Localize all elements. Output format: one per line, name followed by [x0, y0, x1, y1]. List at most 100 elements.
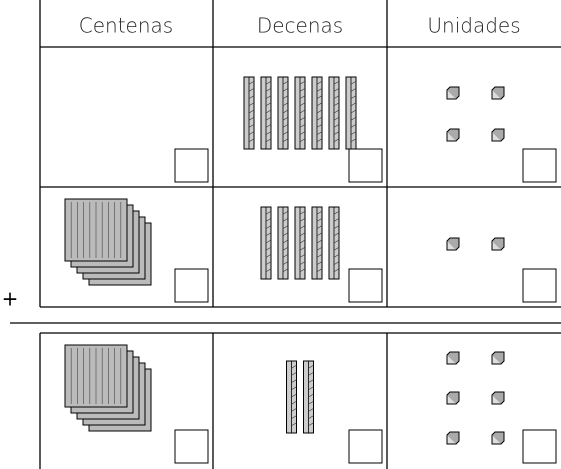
rod-tick	[265, 102, 272, 107]
rod-tick	[333, 109, 340, 114]
unit-cube-side	[491, 431, 505, 445]
answer-box	[348, 429, 383, 464]
rod-tick	[333, 246, 340, 251]
blocks	[446, 351, 505, 445]
header: Centenas	[79, 14, 173, 38]
rod-tick	[291, 393, 297, 398]
rod-tick	[299, 261, 306, 265]
rod-tick	[248, 80, 255, 85]
rod-tick	[265, 116, 272, 121]
rod-tick	[316, 102, 323, 107]
rod-tick	[316, 210, 323, 215]
answer-box	[522, 429, 557, 464]
rod-tick	[333, 218, 340, 222]
rod-tick	[265, 109, 272, 114]
unit-cube-side	[446, 391, 460, 405]
grid	[10, 0, 561, 469]
rod-tick	[265, 232, 272, 237]
rod-tick	[316, 131, 323, 135]
rod-tick	[291, 386, 297, 391]
rod-tick	[282, 116, 289, 121]
rod-tick	[299, 80, 306, 85]
rod-tick	[282, 218, 289, 222]
rod-tick	[265, 95, 272, 99]
rod-tick	[299, 102, 306, 107]
rod-tick	[333, 254, 340, 258]
blocks	[446, 86, 505, 142]
rod-tick	[248, 102, 255, 107]
rod-tick	[265, 88, 272, 92]
rod-tick	[316, 109, 323, 114]
rod-tick	[299, 138, 306, 143]
rod-tick	[248, 109, 255, 114]
blocks	[286, 360, 314, 434]
rod-tick	[299, 124, 306, 128]
rod-tick	[299, 88, 306, 92]
answer-box	[348, 148, 383, 183]
rod-tick	[333, 124, 340, 128]
rod-tick	[265, 210, 272, 215]
rod-tick	[299, 239, 306, 244]
blocks	[64, 198, 152, 286]
rod-tick	[308, 422, 314, 427]
rod-tick	[316, 246, 323, 251]
rod-tick	[333, 138, 340, 143]
rod-tick	[265, 254, 272, 258]
rod-tick	[248, 138, 255, 143]
rod-tick	[350, 116, 357, 121]
rod-tick	[282, 80, 289, 85]
rod-tick	[282, 95, 289, 99]
rod-tick	[333, 210, 340, 215]
unit-cube-side	[446, 351, 460, 365]
rod-tick	[265, 239, 272, 244]
answer-box	[522, 268, 557, 303]
rod-tick	[291, 379, 297, 383]
rod-tick	[248, 95, 255, 99]
rod-tick	[333, 268, 340, 273]
rod-tick	[316, 116, 323, 121]
rod-tick	[265, 225, 272, 229]
rod-tick	[265, 80, 272, 85]
rod-tick	[316, 124, 323, 128]
rod-tick	[282, 102, 289, 107]
rod-tick	[316, 218, 323, 222]
rod-tick	[333, 88, 340, 92]
rod-tick	[308, 415, 314, 419]
rod-tick	[316, 268, 323, 273]
rod-tick	[350, 88, 357, 92]
rod-tick	[282, 232, 289, 237]
rod-tick	[265, 131, 272, 135]
rod-tick	[299, 254, 306, 258]
rod-tick	[282, 88, 289, 92]
rod-tick	[308, 372, 314, 376]
rod-tick	[282, 124, 289, 128]
rod-tick	[265, 246, 272, 251]
rod-tick	[316, 232, 323, 237]
rod-tick	[350, 131, 357, 135]
header: Decenas	[257, 14, 343, 38]
rod-tick	[299, 210, 306, 215]
rod-tick	[299, 218, 306, 222]
rod-tick	[265, 124, 272, 128]
rod-tick	[291, 372, 297, 376]
rod-tick	[282, 239, 289, 244]
rod-tick	[248, 88, 255, 92]
rod-tick	[282, 138, 289, 143]
blocks	[446, 237, 505, 251]
rod-tick	[282, 210, 289, 215]
rod-tick	[265, 138, 272, 143]
rod-tick	[333, 131, 340, 135]
answer-box	[348, 268, 383, 303]
rod-tick	[265, 218, 272, 222]
blocks	[64, 344, 152, 432]
rod-tick	[316, 138, 323, 143]
rod-tick	[282, 254, 289, 258]
rod-tick	[316, 239, 323, 244]
rod-tick	[316, 88, 323, 92]
rod-tick	[308, 408, 314, 412]
rod-tick	[282, 246, 289, 251]
rod-tick	[308, 379, 314, 383]
rod-tick	[265, 261, 272, 265]
